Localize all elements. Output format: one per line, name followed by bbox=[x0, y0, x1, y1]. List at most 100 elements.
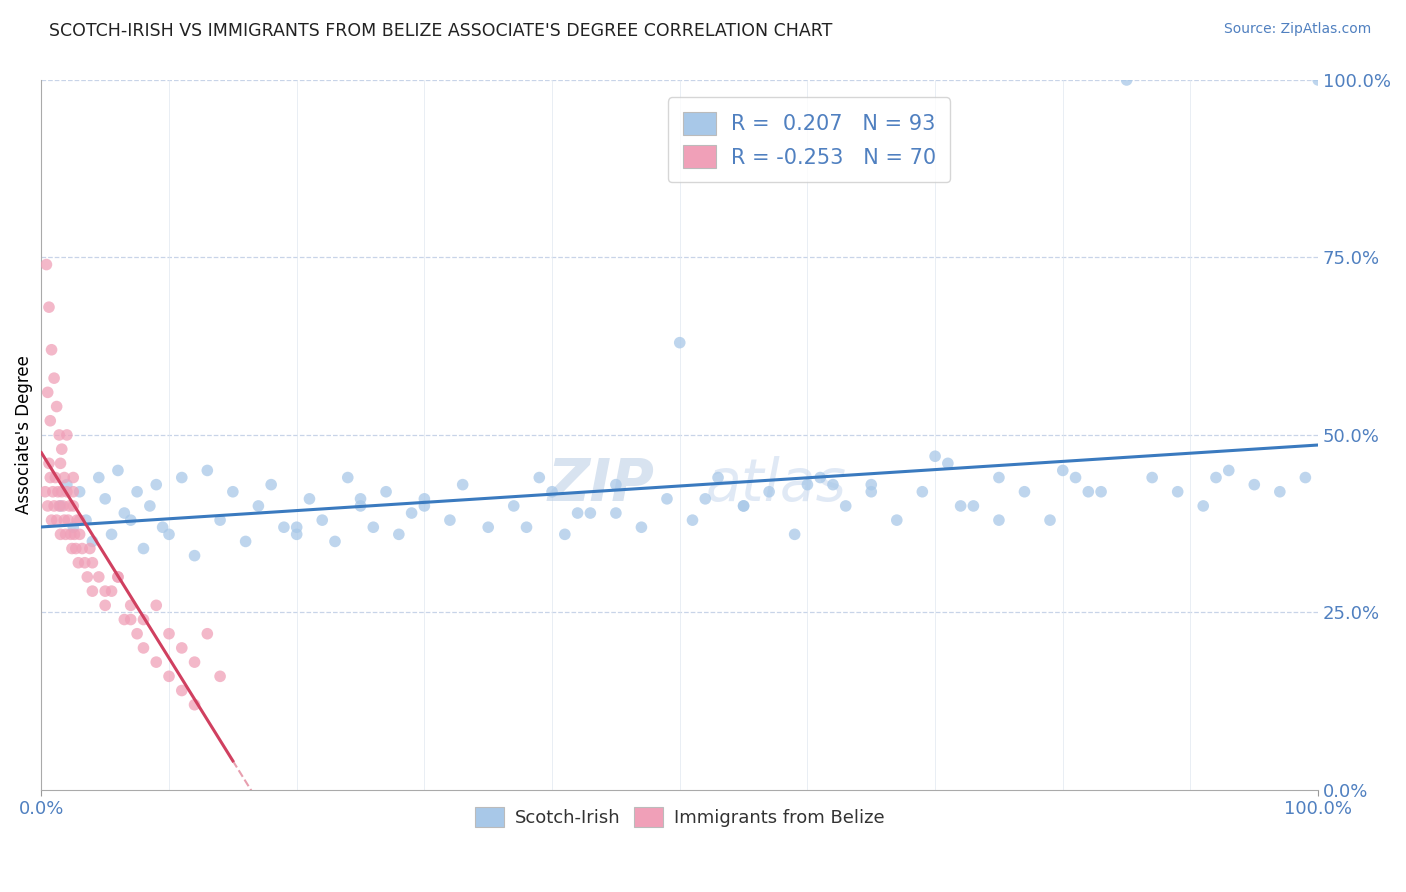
Point bbox=[79, 541, 101, 556]
Point bbox=[413, 499, 436, 513]
Point bbox=[120, 613, 142, 627]
Point bbox=[707, 470, 730, 484]
Point bbox=[529, 470, 551, 484]
Point bbox=[183, 698, 205, 712]
Point bbox=[145, 599, 167, 613]
Point bbox=[911, 484, 934, 499]
Point bbox=[38, 300, 60, 314]
Text: atlas: atlas bbox=[706, 456, 846, 513]
Point bbox=[60, 541, 83, 556]
Point bbox=[285, 527, 308, 541]
Point bbox=[94, 599, 117, 613]
Point bbox=[56, 513, 79, 527]
Point bbox=[66, 513, 89, 527]
Point bbox=[75, 513, 97, 527]
Point bbox=[1077, 484, 1099, 499]
Point bbox=[336, 470, 359, 484]
Point bbox=[835, 499, 858, 513]
Point bbox=[53, 513, 76, 527]
Point bbox=[209, 669, 232, 683]
Point bbox=[247, 499, 270, 513]
Point bbox=[139, 499, 162, 513]
Point bbox=[35, 258, 58, 272]
Point bbox=[59, 527, 82, 541]
Point bbox=[56, 477, 79, 491]
Point bbox=[107, 570, 129, 584]
Point bbox=[120, 513, 142, 527]
Point bbox=[112, 506, 135, 520]
Point bbox=[170, 470, 193, 484]
Text: SCOTCH-IRISH VS IMMIGRANTS FROM BELIZE ASSOCIATE'S DEGREE CORRELATION CHART: SCOTCH-IRISH VS IMMIGRANTS FROM BELIZE A… bbox=[49, 22, 832, 40]
Point bbox=[48, 499, 70, 513]
Point bbox=[73, 556, 96, 570]
Point bbox=[209, 513, 232, 527]
Point bbox=[1205, 470, 1227, 484]
Point bbox=[821, 477, 844, 491]
Point bbox=[45, 400, 67, 414]
Point bbox=[285, 520, 308, 534]
Point bbox=[363, 520, 385, 534]
Point bbox=[502, 499, 524, 513]
Point bbox=[39, 470, 62, 484]
Point bbox=[1218, 463, 1240, 477]
Point bbox=[222, 484, 245, 499]
Point bbox=[55, 527, 77, 541]
Point bbox=[37, 385, 59, 400]
Point bbox=[936, 456, 959, 470]
Point bbox=[152, 520, 174, 534]
Point bbox=[127, 626, 149, 640]
Point bbox=[311, 513, 333, 527]
Point bbox=[62, 484, 84, 499]
Point bbox=[733, 499, 755, 513]
Point bbox=[41, 343, 63, 357]
Point bbox=[34, 484, 56, 499]
Point bbox=[949, 499, 972, 513]
Point bbox=[183, 655, 205, 669]
Point bbox=[1064, 470, 1087, 484]
Point bbox=[107, 463, 129, 477]
Point bbox=[1167, 484, 1189, 499]
Point bbox=[67, 556, 90, 570]
Point bbox=[554, 527, 576, 541]
Point bbox=[53, 470, 76, 484]
Legend: Scotch-Irish, Immigrants from Belize: Scotch-Irish, Immigrants from Belize bbox=[467, 800, 891, 834]
Point bbox=[1140, 470, 1163, 484]
Y-axis label: Associate's Degree: Associate's Degree bbox=[15, 356, 32, 515]
Point bbox=[70, 541, 93, 556]
Point bbox=[42, 484, 65, 499]
Point bbox=[349, 499, 371, 513]
Point bbox=[62, 470, 84, 484]
Point bbox=[733, 499, 755, 513]
Point bbox=[515, 520, 537, 534]
Point bbox=[38, 456, 60, 470]
Point bbox=[195, 626, 218, 640]
Point bbox=[63, 527, 86, 541]
Point bbox=[401, 506, 423, 520]
Point bbox=[1014, 484, 1036, 499]
Point bbox=[451, 477, 474, 491]
Point bbox=[1090, 484, 1112, 499]
Point bbox=[668, 335, 690, 350]
Point bbox=[1294, 470, 1316, 484]
Point bbox=[132, 640, 155, 655]
Point bbox=[987, 513, 1010, 527]
Point bbox=[962, 499, 984, 513]
Point bbox=[62, 499, 84, 513]
Point bbox=[541, 484, 564, 499]
Point bbox=[298, 491, 321, 506]
Point bbox=[132, 541, 155, 556]
Point bbox=[758, 484, 780, 499]
Point bbox=[924, 449, 946, 463]
Point bbox=[45, 513, 67, 527]
Point bbox=[94, 491, 117, 506]
Point bbox=[413, 491, 436, 506]
Point bbox=[107, 570, 129, 584]
Point bbox=[87, 470, 110, 484]
Point bbox=[52, 499, 75, 513]
Point bbox=[630, 520, 652, 534]
Point bbox=[1039, 513, 1062, 527]
Point bbox=[808, 470, 831, 484]
Point bbox=[69, 484, 91, 499]
Point bbox=[48, 428, 70, 442]
Point bbox=[62, 520, 84, 534]
